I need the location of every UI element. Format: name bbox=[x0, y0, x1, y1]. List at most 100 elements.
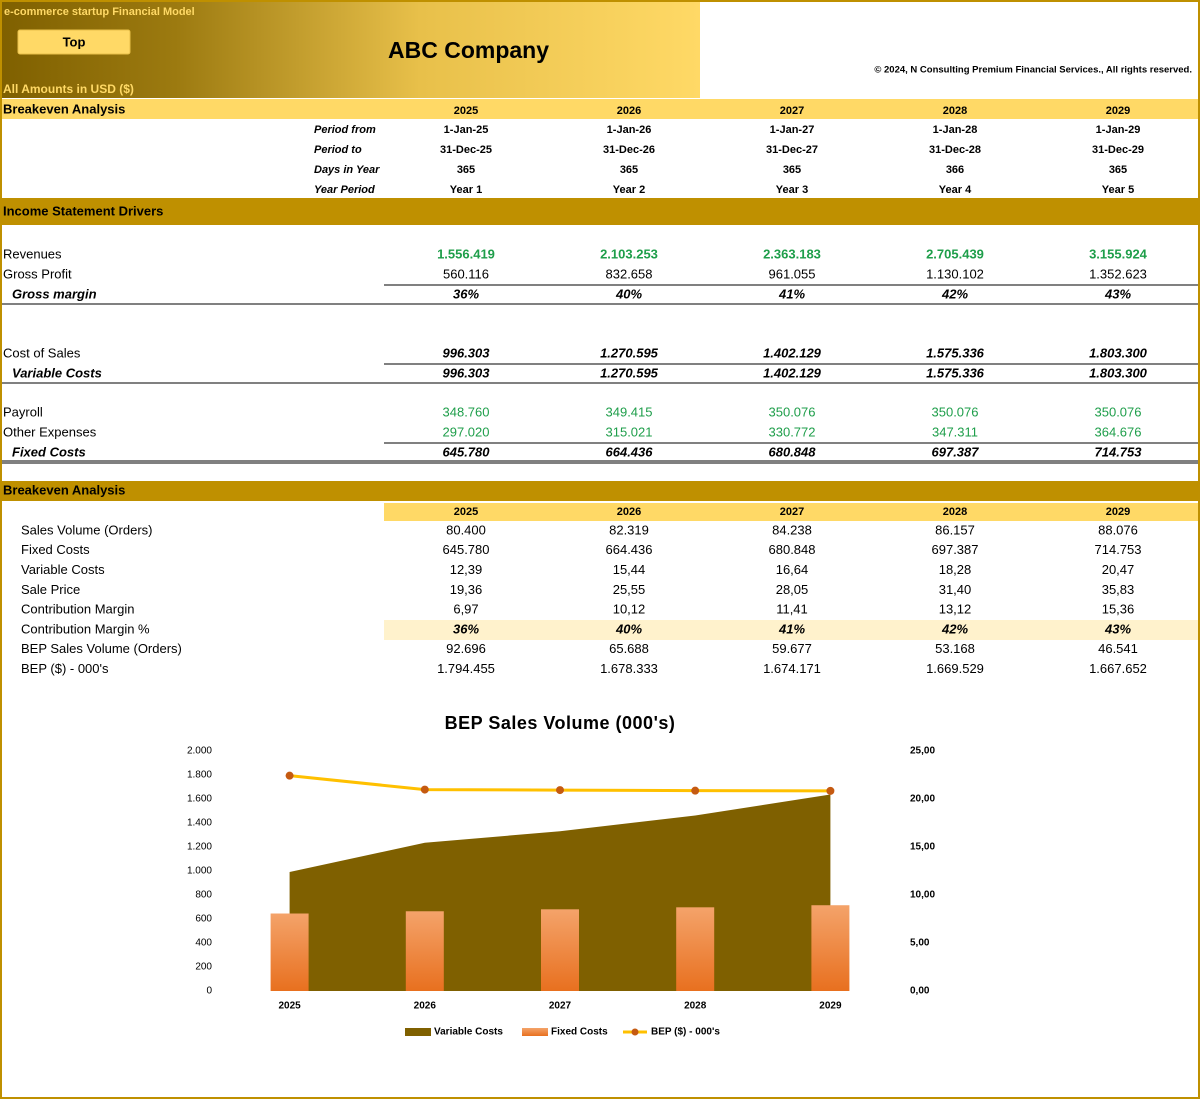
breakeven-value: 86.157 bbox=[935, 522, 975, 537]
period-value: 365 bbox=[1109, 164, 1127, 176]
year-header: 2029 bbox=[1106, 105, 1130, 117]
currency-note: All Amounts in USD ($) bbox=[3, 82, 134, 96]
driver-value: 40% bbox=[615, 286, 642, 301]
breakeven-value: 714.753 bbox=[1095, 542, 1142, 557]
period-label: Year Period bbox=[314, 184, 375, 196]
bar bbox=[405, 911, 444, 991]
driver-value: 996.303 bbox=[443, 365, 491, 380]
driver-value: 645.780 bbox=[443, 444, 491, 459]
breakeven-value: 36% bbox=[453, 621, 479, 636]
breakeven-value: 680.848 bbox=[769, 542, 816, 557]
breakeven-label: Contribution Margin bbox=[21, 602, 134, 617]
breakeven-label: Variable Costs bbox=[21, 562, 105, 577]
highlight-band bbox=[384, 620, 1200, 640]
legend-label: Fixed Costs bbox=[551, 1027, 608, 1038]
legend-label: Variable Costs bbox=[434, 1027, 503, 1038]
section-title: Breakeven Analysis bbox=[3, 482, 125, 497]
driver-value: 3.155.924 bbox=[1089, 246, 1148, 261]
driver-value: 349.415 bbox=[606, 404, 653, 419]
x-tick-label: 2027 bbox=[549, 1001, 572, 1012]
year-header: 2025 bbox=[454, 105, 478, 117]
driver-value: 697.387 bbox=[932, 444, 980, 459]
period-value: 1-Jan-25 bbox=[444, 124, 489, 136]
breakeven-value: 20,47 bbox=[1102, 562, 1135, 577]
driver-value: 42% bbox=[941, 286, 968, 301]
driver-value: 714.753 bbox=[1095, 444, 1143, 459]
y-tick-label: 800 bbox=[195, 890, 212, 901]
breakeven-value: 15,44 bbox=[613, 562, 646, 577]
y-tick-label: 400 bbox=[195, 938, 212, 949]
top-button-label[interactable]: Top bbox=[63, 34, 86, 49]
driver-value: 350.076 bbox=[1095, 404, 1142, 419]
legend-swatch bbox=[631, 1028, 639, 1036]
breakeven-label: Sale Price bbox=[21, 582, 80, 597]
period-value: 365 bbox=[620, 164, 638, 176]
y2-tick-label: 25,00 bbox=[910, 746, 935, 757]
x-tick-label: 2028 bbox=[684, 1001, 707, 1012]
copyright: © 2024, N Consulting Premium Financial S… bbox=[874, 65, 1192, 76]
period-value: Year 1 bbox=[450, 184, 482, 196]
period-value: Year 3 bbox=[776, 184, 808, 196]
legend-label: BEP ($) - 000's bbox=[651, 1027, 720, 1038]
marker bbox=[826, 786, 835, 795]
breakeven-value: 31,40 bbox=[939, 582, 972, 597]
year-header: 2027 bbox=[780, 105, 804, 117]
breakeven-value: 664.436 bbox=[606, 542, 653, 557]
bar bbox=[270, 913, 309, 991]
period-value: Year 4 bbox=[939, 184, 972, 196]
section-bar bbox=[0, 198, 1200, 225]
y-tick-label: 1.200 bbox=[187, 842, 212, 853]
y2-tick-label: 15,00 bbox=[910, 842, 935, 853]
marker bbox=[285, 771, 294, 780]
section-title: Breakeven Analysis bbox=[3, 101, 125, 116]
year-header: 2027 bbox=[780, 506, 804, 518]
year-header: 2028 bbox=[943, 506, 967, 518]
breakeven-label: Contribution Margin % bbox=[21, 621, 150, 636]
period-value: 1-Jan-29 bbox=[1096, 124, 1141, 136]
driver-value: 348.760 bbox=[443, 404, 490, 419]
driver-value: 560.116 bbox=[443, 266, 489, 281]
period-label: Days in Year bbox=[314, 164, 380, 176]
breakeven-value: 645.780 bbox=[443, 542, 490, 557]
company-name: ABC Company bbox=[388, 37, 549, 63]
breakeven-value: 18,28 bbox=[939, 562, 972, 577]
breakeven-value: 43% bbox=[1104, 621, 1131, 636]
y-tick-label: 0 bbox=[206, 986, 212, 997]
breakeven-value: 1.667.652 bbox=[1089, 661, 1147, 676]
driver-value: 832.658 bbox=[606, 266, 653, 281]
breakeven-value: 28,05 bbox=[776, 582, 809, 597]
y-tick-label: 1.600 bbox=[187, 794, 212, 805]
marker bbox=[556, 786, 564, 795]
period-value: 1-Jan-26 bbox=[607, 124, 652, 136]
driver-value: 315.021 bbox=[606, 424, 653, 439]
driver-label: Gross margin bbox=[12, 286, 97, 301]
y2-tick-label: 5,00 bbox=[910, 938, 930, 949]
period-value: Year 2 bbox=[613, 184, 645, 196]
driver-value: 41% bbox=[778, 286, 805, 301]
driver-value: 1.130.102 bbox=[926, 266, 984, 281]
driver-value: 2.363.183 bbox=[763, 246, 821, 261]
breakeven-value: 40% bbox=[615, 621, 642, 636]
breakeven-value: 88.076 bbox=[1098, 522, 1138, 537]
driver-label: Revenues bbox=[3, 246, 62, 261]
period-value: 31-Dec-29 bbox=[1092, 144, 1144, 156]
breakeven-value: 80.400 bbox=[446, 522, 486, 537]
breakeven-value: 13,12 bbox=[939, 602, 972, 617]
driver-value: 2.705.439 bbox=[926, 246, 984, 261]
period-value: 365 bbox=[783, 164, 801, 176]
tables: Breakeven Analysis 2025 2026 2027 2028 2029 Pe… bbox=[0, 99, 1200, 676]
bar bbox=[811, 905, 850, 991]
driver-label: Other Expenses bbox=[3, 424, 97, 439]
driver-value: 364.676 bbox=[1095, 424, 1142, 439]
top-button[interactable] bbox=[17, 29, 131, 55]
y-tick-label: 2.000 bbox=[187, 746, 212, 757]
period-value: Year 5 bbox=[1102, 184, 1134, 196]
breakeven-value: 46.541 bbox=[1098, 641, 1138, 656]
period-value: 1-Jan-27 bbox=[770, 124, 815, 136]
breakeven-value: 1.674.171 bbox=[763, 661, 821, 676]
driver-value: 1.352.623 bbox=[1089, 266, 1147, 281]
driver-label: Fixed Costs bbox=[12, 444, 86, 459]
bar bbox=[541, 909, 579, 991]
breakeven-value: 53.168 bbox=[935, 641, 975, 656]
